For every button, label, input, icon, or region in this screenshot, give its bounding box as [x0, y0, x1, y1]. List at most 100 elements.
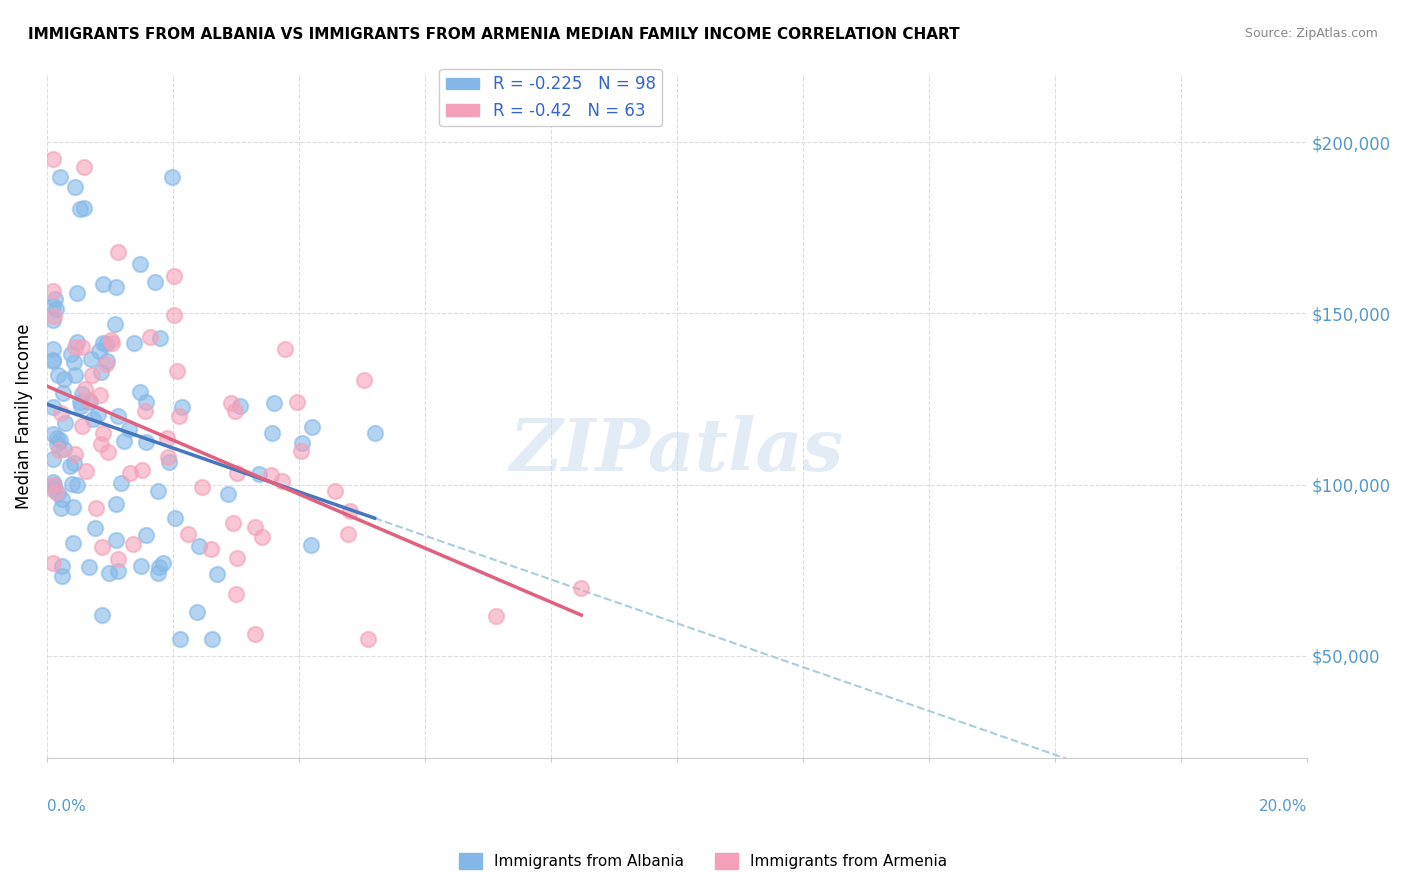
Text: 20.0%: 20.0% [1258, 799, 1308, 814]
Point [42, 477, 65, 491]
Legend: Immigrants from Albania, Immigrants from Armenia: Immigrants from Albania, Immigrants from… [453, 847, 953, 875]
Point [110, 475, 132, 490]
Point [94, 337, 117, 351]
Point [70, 419, 93, 434]
Point [271, 474, 294, 488]
Point [205, 567, 228, 582]
Point [42, 557, 65, 571]
Point [46, 368, 69, 382]
Point [485, 609, 508, 624]
Point [42, 299, 65, 313]
Point [48, 169, 70, 184]
Point [75, 464, 97, 478]
Point [120, 467, 142, 481]
Point [224, 404, 246, 418]
Point [60, 477, 83, 491]
Point [152, 556, 174, 570]
Point [84, 521, 107, 535]
Point [201, 632, 224, 646]
Point [77, 392, 100, 407]
Point [42, 310, 65, 324]
Point [339, 504, 361, 518]
Point [52, 386, 75, 401]
Point [66, 285, 89, 300]
Point [217, 487, 239, 501]
Point [299, 538, 322, 552]
Point [112, 434, 135, 449]
Point [188, 539, 211, 553]
Point [94, 357, 117, 371]
Point [72, 386, 94, 401]
Point [167, 409, 190, 424]
Point [186, 605, 208, 619]
Point [219, 395, 242, 409]
Point [79, 395, 101, 409]
Point [90, 540, 112, 554]
Point [51, 559, 73, 574]
Point [228, 399, 250, 413]
Point [129, 385, 152, 400]
Point [226, 466, 249, 480]
Point [51, 492, 73, 507]
Point [163, 268, 186, 283]
Point [69, 202, 91, 216]
Point [336, 527, 359, 541]
Point [90, 437, 112, 451]
Point [73, 201, 96, 215]
Point [148, 483, 170, 498]
Point [301, 419, 323, 434]
Point [52, 372, 75, 386]
Point [90, 365, 112, 379]
Point [70, 399, 93, 413]
Point [100, 333, 122, 347]
Point [149, 331, 172, 345]
Point [69, 395, 91, 409]
Point [176, 526, 198, 541]
Point [70, 340, 93, 354]
Point [226, 551, 249, 566]
Point [139, 330, 162, 344]
Point [135, 528, 157, 542]
Point [42, 354, 65, 368]
Point [48, 485, 70, 500]
Point [48, 443, 70, 458]
Point [91, 425, 114, 440]
Point [45, 437, 67, 451]
Point [42, 342, 65, 356]
Point [247, 467, 270, 482]
Point [157, 455, 180, 469]
Point [222, 516, 245, 530]
Point [163, 308, 186, 322]
Point [42, 482, 65, 496]
Point [107, 552, 129, 566]
Point [91, 335, 114, 350]
Point [135, 434, 157, 449]
Point [357, 632, 380, 646]
Point [250, 530, 273, 544]
Point [63, 368, 86, 382]
Point [363, 425, 385, 440]
Point [80, 352, 103, 367]
Point [73, 161, 96, 175]
Point [98, 566, 121, 581]
Point [59, 347, 82, 361]
Point [62, 536, 84, 550]
Point [82, 412, 104, 426]
Point [122, 336, 145, 351]
Point [58, 458, 80, 473]
Point [128, 257, 150, 271]
Point [163, 510, 186, 524]
Text: ZIPatlas: ZIPatlas [510, 415, 844, 486]
Point [160, 169, 183, 184]
Text: 0.0%: 0.0% [46, 799, 86, 814]
Point [135, 395, 157, 409]
Point [101, 336, 124, 351]
Point [243, 627, 266, 641]
Point [45, 485, 67, 500]
Point [66, 477, 89, 491]
Point [243, 520, 266, 534]
Point [143, 276, 166, 290]
Legend: R = -0.225   N = 98, R = -0.42   N = 63: R = -0.225 N = 98, R = -0.42 N = 63 [440, 69, 662, 127]
Point [104, 280, 127, 294]
Point [42, 153, 65, 167]
